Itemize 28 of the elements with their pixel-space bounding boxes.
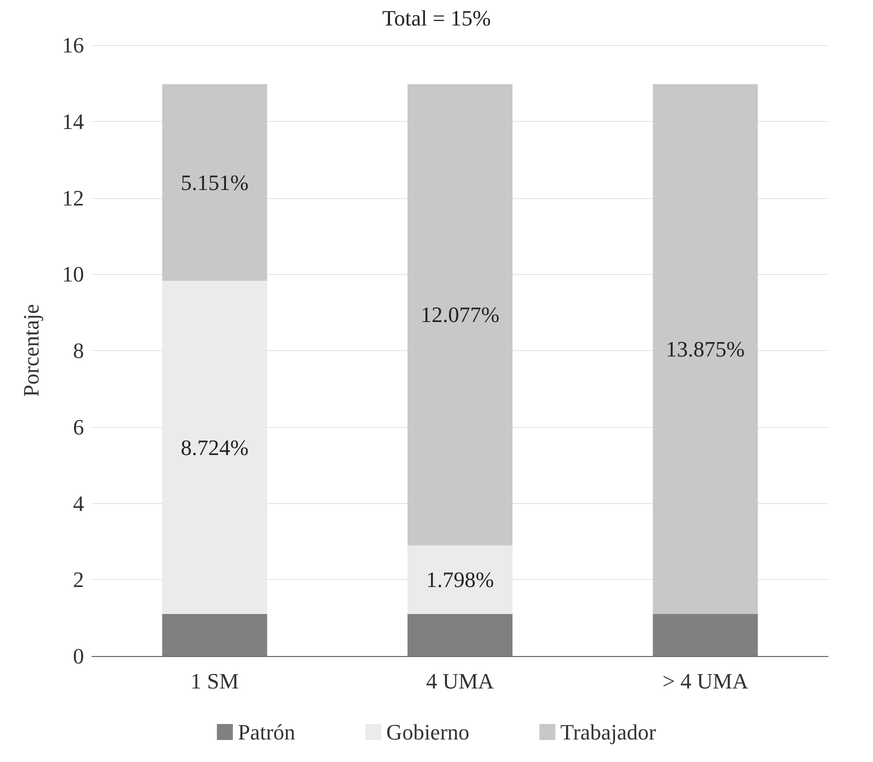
y-axis-title: Porcentaje	[18, 304, 44, 397]
y-tick-label: 8	[73, 338, 84, 363]
data-label: 5.151%	[180, 170, 249, 195]
x-tick-label: 4 UMA	[426, 668, 494, 694]
bar	[162, 84, 268, 281]
data-label: 8.724%	[180, 434, 249, 460]
bar	[652, 84, 758, 614]
x-tick-label: > 4 UMA	[662, 668, 748, 694]
bar	[408, 84, 512, 546]
bar	[652, 614, 758, 656]
data-label: 1.798%	[426, 567, 494, 592]
y-tick-label: 6	[73, 414, 84, 440]
y-tick-label: 10	[62, 262, 84, 287]
bar	[162, 614, 268, 656]
data-label: 13.875%	[666, 336, 745, 362]
chart-title: Total = 15%	[382, 6, 491, 30]
x-tick-label: 1 SM	[190, 668, 239, 694]
y-tick-label: 14	[62, 108, 84, 134]
y-tick-label: 0	[73, 644, 84, 668]
y-tick-label: 12	[62, 185, 84, 210]
legend-label: Gobierno	[386, 720, 470, 744]
data-label: 12.077%	[420, 302, 500, 328]
legend-label: Patrón	[238, 720, 296, 744]
legend-label: Trabajador	[560, 720, 657, 744]
y-tick-label: 16	[62, 32, 84, 58]
bar	[408, 614, 512, 656]
y-tick-label: 4	[73, 490, 84, 516]
y-tick-label: 2	[73, 567, 84, 592]
